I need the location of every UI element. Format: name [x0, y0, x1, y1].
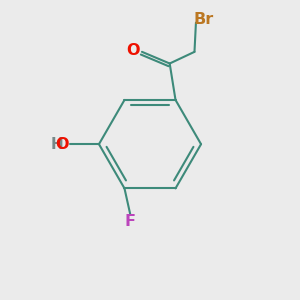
- Text: F: F: [125, 214, 136, 229]
- Text: H: H: [51, 137, 63, 152]
- Text: O: O: [127, 43, 140, 58]
- Text: Br: Br: [193, 12, 213, 27]
- Text: O: O: [56, 137, 69, 152]
